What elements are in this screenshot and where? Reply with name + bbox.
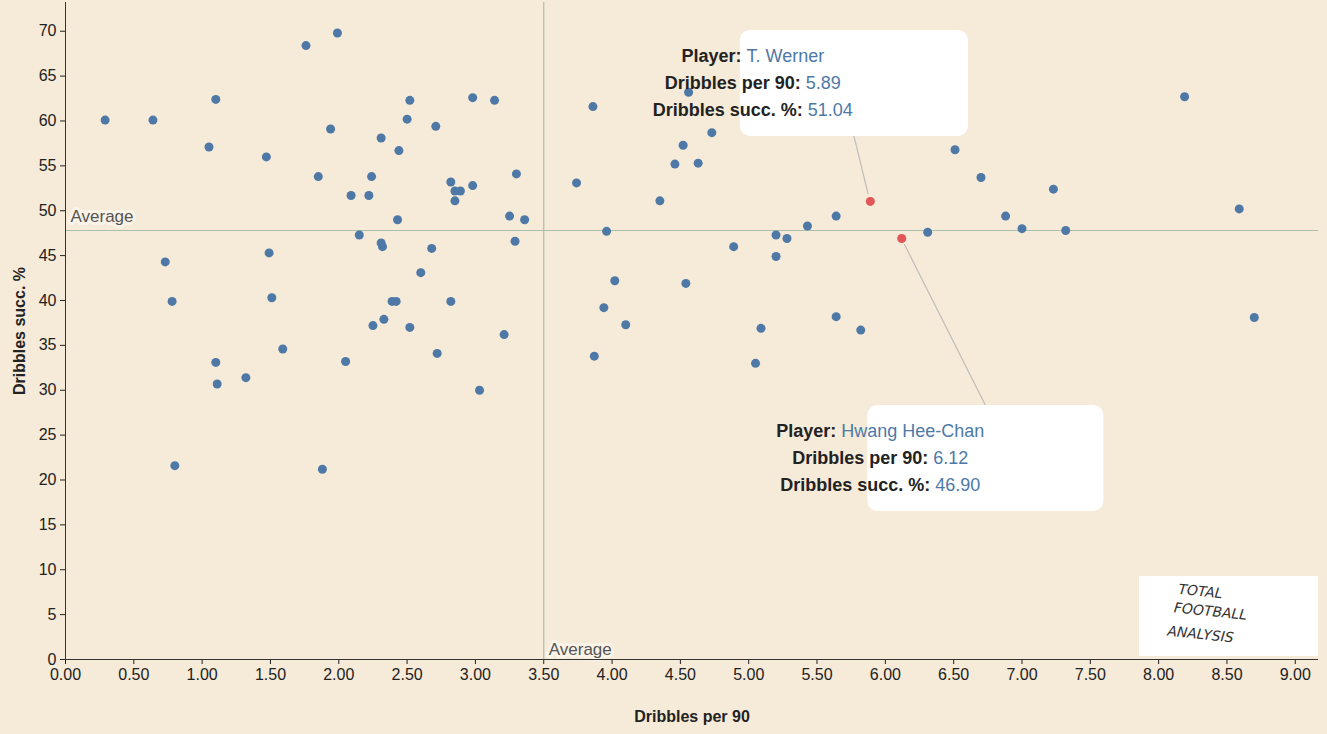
svg-text:FOOTBALL: FOOTBALL (1173, 599, 1248, 623)
svg-text:70: 70 (39, 22, 57, 39)
svg-text:7.00: 7.00 (1006, 666, 1037, 683)
svg-text:3.50: 3.50 (528, 666, 559, 683)
svg-text:Dribbles succ. %: 46.90: Dribbles succ. %: 46.90 (780, 475, 980, 495)
svg-text:45: 45 (39, 247, 57, 264)
svg-text:8.50: 8.50 (1211, 666, 1242, 683)
svg-text:55: 55 (39, 157, 57, 174)
svg-text:60: 60 (39, 112, 57, 129)
svg-text:Dribbles per 90: 5.89: Dribbles per 90: 5.89 (665, 73, 841, 93)
svg-text:5.50: 5.50 (801, 666, 832, 683)
svg-text:35: 35 (39, 336, 57, 353)
svg-text:1.00: 1.00 (187, 666, 218, 683)
svg-text:25: 25 (39, 426, 57, 443)
svg-text:5.00: 5.00 (733, 666, 764, 683)
svg-text:1.50: 1.50 (255, 666, 286, 683)
svg-text:Dribbles succ. %: Dribbles succ. % (11, 267, 28, 395)
svg-text:7.50: 7.50 (1075, 666, 1106, 683)
svg-text:30: 30 (39, 381, 57, 398)
svg-text:2.00: 2.00 (323, 666, 354, 683)
svg-text:Player: T. Werner: Player: T. Werner (681, 46, 824, 66)
svg-text:ANALYSIS: ANALYSIS (1166, 622, 1235, 645)
svg-text:Dribbles per 90: 6.12: Dribbles per 90: 6.12 (792, 448, 968, 468)
svg-text:6.00: 6.00 (870, 666, 901, 683)
svg-text:Average: Average (71, 207, 134, 226)
svg-text:4.50: 4.50 (665, 666, 696, 683)
svg-text:8.00: 8.00 (1143, 666, 1174, 683)
svg-text:Average: Average (549, 640, 612, 659)
svg-text:40: 40 (39, 292, 57, 309)
svg-text:9.00: 9.00 (1280, 666, 1311, 683)
svg-text:6.50: 6.50 (938, 666, 969, 683)
svg-text:0.50: 0.50 (118, 666, 149, 683)
svg-text:50: 50 (39, 202, 57, 219)
svg-text:0.00: 0.00 (50, 666, 81, 683)
svg-text:Player: Hwang Hee-Chan: Player: Hwang Hee-Chan (776, 421, 984, 441)
svg-text:10: 10 (39, 561, 57, 578)
svg-text:5: 5 (48, 606, 57, 623)
svg-text:15: 15 (39, 516, 57, 533)
svg-text:Dribbles succ. %: 51.04: Dribbles succ. %: 51.04 (653, 100, 853, 120)
svg-text:65: 65 (39, 67, 57, 84)
svg-text:3.00: 3.00 (460, 666, 491, 683)
svg-text:TOTAL: TOTAL (1178, 581, 1224, 602)
svg-text:Dribbles per 90: Dribbles per 90 (634, 708, 750, 725)
svg-text:4.00: 4.00 (596, 666, 627, 683)
svg-text:20: 20 (39, 471, 57, 488)
svg-text:2.50: 2.50 (392, 666, 423, 683)
svg-text:0: 0 (47, 650, 57, 668)
